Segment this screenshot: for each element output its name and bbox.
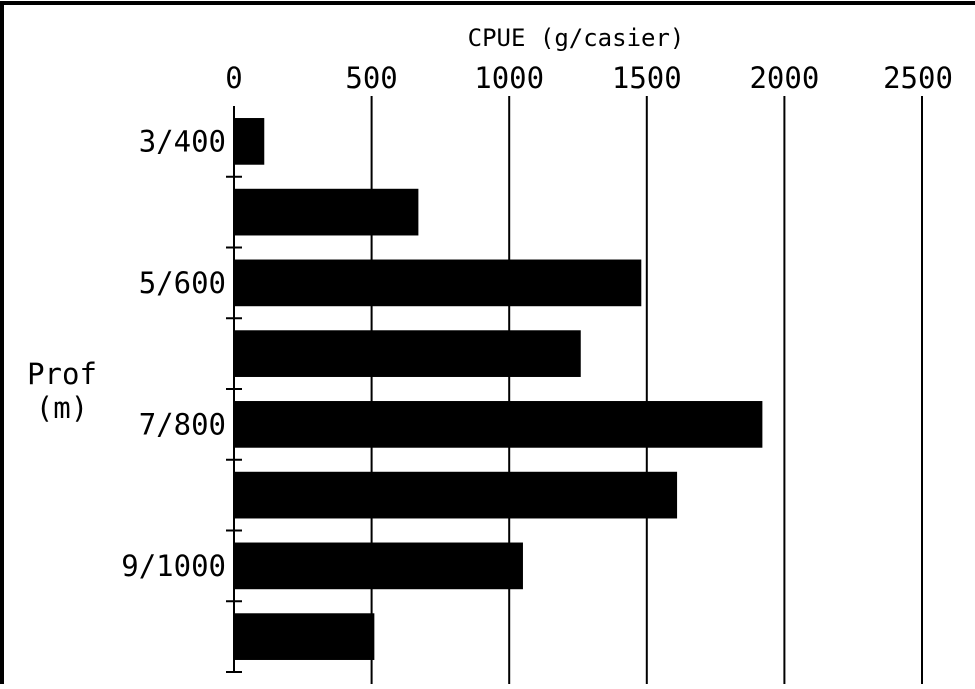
y-axis-label-line1: Prof (27, 357, 97, 391)
bar-9/1000 (234, 542, 523, 590)
x-axis-label: CPUE (g/casier) (468, 24, 685, 52)
x-tick-label-1500: 1500 (612, 61, 682, 95)
y-axis (226, 106, 242, 673)
y-axis-label-line2: (m) (36, 391, 88, 425)
x-tick-label-2000: 2000 (749, 61, 819, 95)
x-tick-label-500: 500 (345, 61, 397, 95)
grid-lines (370, 96, 923, 684)
category-label-3/400: 3/400 (139, 124, 226, 158)
category-label-5/600: 5/600 (139, 266, 226, 300)
bar-10/1100 (234, 613, 375, 660)
bars (234, 118, 763, 660)
bar-5/600 (234, 259, 642, 307)
bar-6/700 (234, 330, 581, 377)
bar-8/900 (234, 471, 678, 519)
category-label-7/800: 7/800 (139, 407, 226, 441)
x-tick-label-0: 0 (225, 61, 242, 95)
x-tick-label-1000: 1000 (474, 61, 544, 95)
category-label-9/1000: 9/1000 (121, 549, 226, 583)
bar-3/400 (234, 118, 265, 165)
bar-4/500 (234, 188, 419, 236)
x-tick-labels: 0 500 1000 1500 2000 2500 (225, 61, 953, 95)
bar-7/800 (234, 401, 763, 448)
category-labels: 3/400 5/600 7/800 9/1000 (121, 124, 226, 583)
x-tick-label-2500: 2500 (883, 61, 953, 95)
